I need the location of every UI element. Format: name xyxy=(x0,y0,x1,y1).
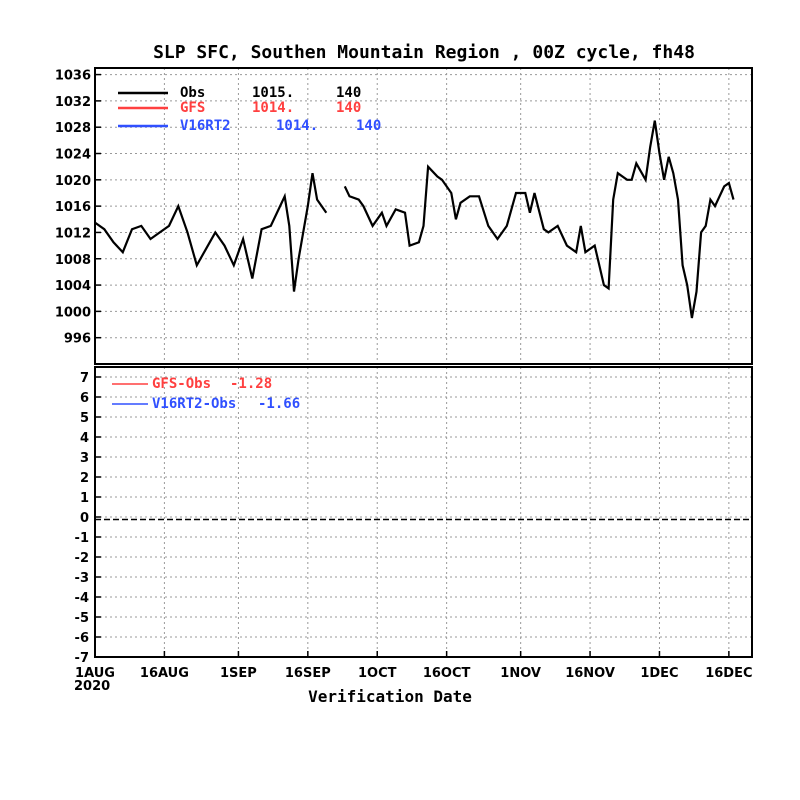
legend-label-gfs-obs: GFS-Obs xyxy=(152,376,211,392)
legend-label-obs: Obs xyxy=(180,85,205,101)
chart-title: SLP SFC, Southen Mountain Region , 00Z c… xyxy=(153,42,695,63)
top-series xyxy=(94,120,735,319)
legend-mean-obs: 1015. xyxy=(252,85,294,101)
legend-count-v16rt2: 140 xyxy=(356,118,381,134)
y-tick-label: 1028 xyxy=(55,121,91,136)
y-tick-label: 996 xyxy=(64,332,91,347)
legend-mean-v16rt2-obs: -1.66 xyxy=(258,396,300,412)
y-tick-label: 1020 xyxy=(55,174,91,189)
bottom-legend: GFS-Obs -1.28 V16RT2-Obs -1.66 xyxy=(112,376,300,412)
top-legend: Obs 1015. 140 GFS 1014. 140 V16RT2 1014.… xyxy=(118,85,381,134)
legend-mean-v16rt2: 1014. xyxy=(276,118,318,134)
y-tick-label: 3 xyxy=(80,451,89,466)
y-tick-label: -6 xyxy=(75,631,89,646)
y-tick-label: 1016 xyxy=(55,200,91,215)
y-tick-label: 6 xyxy=(80,391,89,406)
y-tick-label: 5 xyxy=(80,411,89,426)
x-tick-label: 1OCT xyxy=(358,666,397,681)
legend-mean-gfs-obs: -1.28 xyxy=(230,376,272,392)
y-tick-label: -2 xyxy=(75,551,89,566)
y-tick-label: 1 xyxy=(80,491,89,506)
y-tick-label: -1 xyxy=(75,531,89,546)
bottom-y-ticks: -7 -6 -5 -4 -3 -2 -1 0 1 2 3 4 5 6 7 xyxy=(75,371,101,666)
x-tick-label: 1AUG xyxy=(75,666,115,681)
y-tick-label: 1024 xyxy=(55,148,91,163)
y-tick-label: 1004 xyxy=(55,279,91,294)
x-axis-title: Verification Date xyxy=(308,687,472,706)
y-tick-label: -3 xyxy=(75,571,89,586)
y-tick-label: 1012 xyxy=(55,226,91,241)
y-tick-label: 1000 xyxy=(55,305,91,320)
series-line-obs xyxy=(94,120,735,319)
bottom-panel: -7 -6 -5 -4 -3 -2 -1 0 1 2 3 4 5 6 7 GFS-Obs -1.28 V16… xyxy=(75,366,753,666)
top-plot-frame xyxy=(94,67,753,365)
y-tick-label: -5 xyxy=(75,611,89,626)
y-tick-label: 7 xyxy=(80,371,89,386)
x-axis-year: 2020 xyxy=(74,679,110,694)
legend-mean-gfs: 1014. xyxy=(252,100,294,116)
x-tick-label: 1DEC xyxy=(640,666,678,681)
y-tick-label: 1032 xyxy=(55,95,91,110)
x-axis-ticks: 1AUG 16AUG 1SEP 16SEP 1OCT 16OCT 1NOV 16NOV 1DEC… xyxy=(75,651,753,681)
y-tick-label: 4 xyxy=(80,431,89,446)
legend-count-obs: 140 xyxy=(336,85,361,101)
legend-label-v16rt2: V16RT2 xyxy=(180,118,231,134)
top-panel: 996 1000 1004 1008 1012 1016 1020 1024 1028 1032 1… xyxy=(55,67,753,365)
top-y-ticks: 996 1000 1004 1008 1012 1016 1020 1024 1028 1032 1… xyxy=(55,69,101,347)
legend-label-v16rt2-obs: V16RT2-Obs xyxy=(152,396,236,412)
x-tick-label: 16OCT xyxy=(423,666,471,681)
y-tick-label: -7 xyxy=(75,651,89,666)
x-tick-label: 16DEC xyxy=(705,666,752,681)
x-tick-label: 16NOV xyxy=(565,666,615,681)
bottom-plot-frame xyxy=(94,366,753,658)
legend-label-gfs: GFS xyxy=(180,100,205,116)
y-tick-label: 1036 xyxy=(55,69,91,84)
x-tick-label: 16SEP xyxy=(285,666,331,681)
x-tick-label: 16AUG xyxy=(140,666,189,681)
y-tick-label: 2 xyxy=(80,471,89,486)
y-tick-label: 1008 xyxy=(55,253,91,268)
y-tick-label: -4 xyxy=(75,591,89,606)
x-tick-label: 1SEP xyxy=(220,666,257,681)
legend-count-gfs: 140 xyxy=(336,100,361,116)
y-tick-label: 0 xyxy=(80,511,89,526)
x-tick-label: 1NOV xyxy=(500,666,541,681)
